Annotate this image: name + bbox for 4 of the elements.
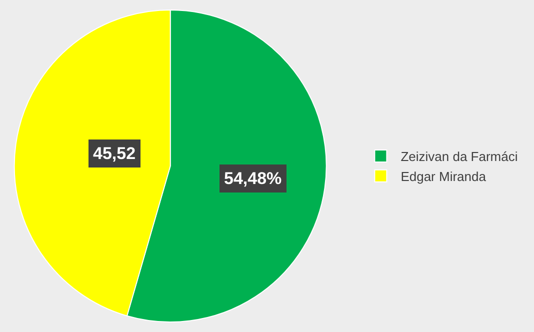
data-label: 45,52	[93, 144, 136, 163]
legend-label: Edgar Miranda	[400, 168, 487, 184]
data-label: 54,48%	[224, 169, 282, 188]
legend-label: Zeizivan da Farmáci	[400, 149, 518, 164]
